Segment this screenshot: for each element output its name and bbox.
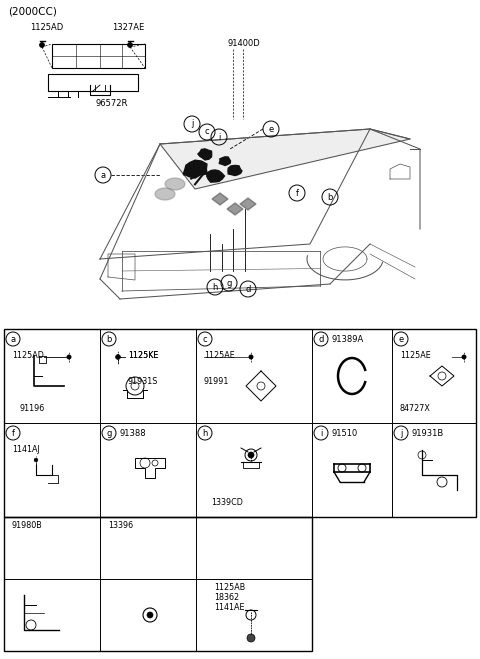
Text: 1125AE: 1125AE bbox=[400, 351, 431, 360]
Polygon shape bbox=[227, 203, 243, 215]
Text: e: e bbox=[268, 125, 274, 134]
Polygon shape bbox=[165, 178, 185, 190]
Text: 91400D: 91400D bbox=[228, 39, 261, 48]
Polygon shape bbox=[228, 165, 242, 175]
Text: h: h bbox=[212, 283, 218, 291]
Polygon shape bbox=[212, 193, 228, 205]
Polygon shape bbox=[207, 170, 225, 182]
Polygon shape bbox=[240, 198, 256, 210]
Circle shape bbox=[39, 42, 45, 47]
Text: j: j bbox=[400, 428, 402, 438]
Text: f: f bbox=[12, 428, 14, 438]
Text: 91931S: 91931S bbox=[128, 377, 158, 386]
Text: 1125AD: 1125AD bbox=[30, 23, 63, 32]
Text: (2000CC): (2000CC) bbox=[8, 7, 57, 17]
Text: b: b bbox=[106, 335, 112, 343]
Polygon shape bbox=[219, 157, 230, 165]
Polygon shape bbox=[160, 129, 410, 189]
Circle shape bbox=[128, 42, 132, 47]
Text: 91931B: 91931B bbox=[411, 428, 443, 438]
Text: c: c bbox=[203, 335, 207, 343]
Text: f: f bbox=[296, 188, 299, 198]
Bar bbox=[4, 329, 476, 517]
Text: 13396: 13396 bbox=[108, 521, 133, 530]
Text: i: i bbox=[218, 132, 220, 142]
Text: 1125KE: 1125KE bbox=[128, 351, 158, 360]
Text: 91991: 91991 bbox=[204, 377, 229, 386]
Text: g: g bbox=[226, 279, 232, 287]
Polygon shape bbox=[198, 149, 212, 160]
Text: 91388: 91388 bbox=[119, 428, 145, 438]
Circle shape bbox=[248, 452, 254, 458]
Text: 1327AE: 1327AE bbox=[112, 23, 144, 32]
Text: 84727X: 84727X bbox=[400, 404, 431, 413]
Circle shape bbox=[249, 355, 253, 359]
Text: 1125AD: 1125AD bbox=[12, 351, 44, 360]
Text: 1125KE: 1125KE bbox=[128, 351, 158, 360]
Circle shape bbox=[67, 355, 71, 359]
Text: d: d bbox=[318, 335, 324, 343]
Text: g: g bbox=[106, 428, 112, 438]
Text: 91510: 91510 bbox=[331, 428, 357, 438]
Bar bbox=[52, 44, 145, 68]
Text: i: i bbox=[320, 428, 322, 438]
Circle shape bbox=[462, 355, 466, 359]
Polygon shape bbox=[390, 164, 410, 179]
Polygon shape bbox=[183, 160, 207, 178]
Text: d: d bbox=[245, 285, 251, 293]
Text: a: a bbox=[100, 171, 106, 179]
Text: 1141AJ: 1141AJ bbox=[12, 445, 40, 454]
Text: 18362: 18362 bbox=[214, 593, 239, 602]
Polygon shape bbox=[155, 188, 175, 200]
Text: j: j bbox=[191, 119, 193, 129]
Circle shape bbox=[34, 458, 38, 462]
Text: h: h bbox=[202, 428, 208, 438]
Circle shape bbox=[116, 355, 120, 359]
Text: c: c bbox=[204, 127, 209, 136]
Circle shape bbox=[247, 634, 255, 642]
Text: a: a bbox=[11, 335, 15, 343]
Text: 91196: 91196 bbox=[19, 404, 44, 413]
Text: 91980B: 91980B bbox=[12, 521, 43, 530]
Text: 1125AB: 1125AB bbox=[214, 583, 245, 592]
Text: 1339CD: 1339CD bbox=[211, 498, 243, 507]
Bar bbox=[4, 517, 312, 651]
Text: 1141AE: 1141AE bbox=[214, 603, 244, 612]
Text: 91389A: 91389A bbox=[331, 335, 363, 343]
Text: 96572R: 96572R bbox=[95, 99, 127, 108]
Text: b: b bbox=[327, 192, 333, 202]
Bar bbox=[48, 74, 138, 91]
Polygon shape bbox=[100, 129, 370, 259]
Text: 1125AE: 1125AE bbox=[204, 351, 235, 360]
Text: e: e bbox=[398, 335, 404, 343]
Circle shape bbox=[147, 612, 153, 618]
